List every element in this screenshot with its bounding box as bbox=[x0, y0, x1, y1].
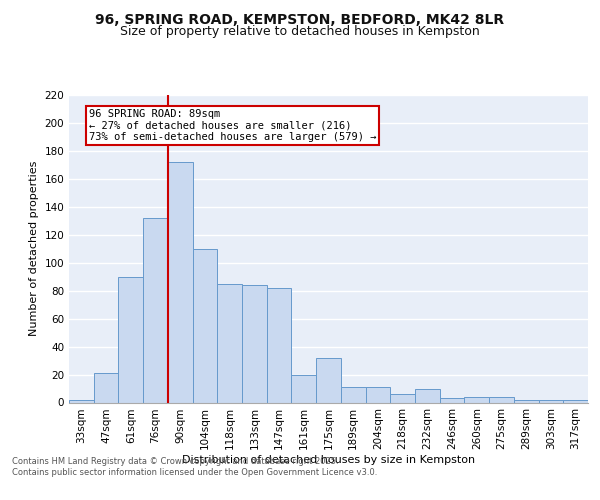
Y-axis label: Number of detached properties: Number of detached properties bbox=[29, 161, 39, 336]
Bar bbox=[539, 400, 563, 402]
Bar bbox=[242, 285, 267, 403]
Bar bbox=[365, 387, 390, 402]
Bar bbox=[267, 288, 292, 403]
Bar bbox=[440, 398, 464, 402]
Text: Size of property relative to detached houses in Kempston: Size of property relative to detached ho… bbox=[120, 25, 480, 38]
Bar bbox=[489, 397, 514, 402]
Bar bbox=[292, 374, 316, 402]
Bar bbox=[316, 358, 341, 403]
Bar bbox=[514, 400, 539, 402]
Bar bbox=[390, 394, 415, 402]
Bar bbox=[168, 162, 193, 402]
Text: 96, SPRING ROAD, KEMPSTON, BEDFORD, MK42 8LR: 96, SPRING ROAD, KEMPSTON, BEDFORD, MK42… bbox=[95, 12, 505, 26]
Text: Contains HM Land Registry data © Crown copyright and database right 2025.
Contai: Contains HM Land Registry data © Crown c… bbox=[12, 458, 377, 477]
Bar bbox=[118, 276, 143, 402]
Bar bbox=[415, 388, 440, 402]
X-axis label: Distribution of detached houses by size in Kempston: Distribution of detached houses by size … bbox=[182, 455, 475, 465]
Bar bbox=[69, 400, 94, 402]
Text: 96 SPRING ROAD: 89sqm
← 27% of detached houses are smaller (216)
73% of semi-det: 96 SPRING ROAD: 89sqm ← 27% of detached … bbox=[89, 109, 376, 142]
Bar bbox=[143, 218, 168, 402]
Bar bbox=[563, 400, 588, 402]
Bar bbox=[464, 397, 489, 402]
Bar bbox=[94, 373, 118, 402]
Bar bbox=[217, 284, 242, 403]
Bar bbox=[341, 387, 365, 402]
Bar bbox=[193, 248, 217, 402]
